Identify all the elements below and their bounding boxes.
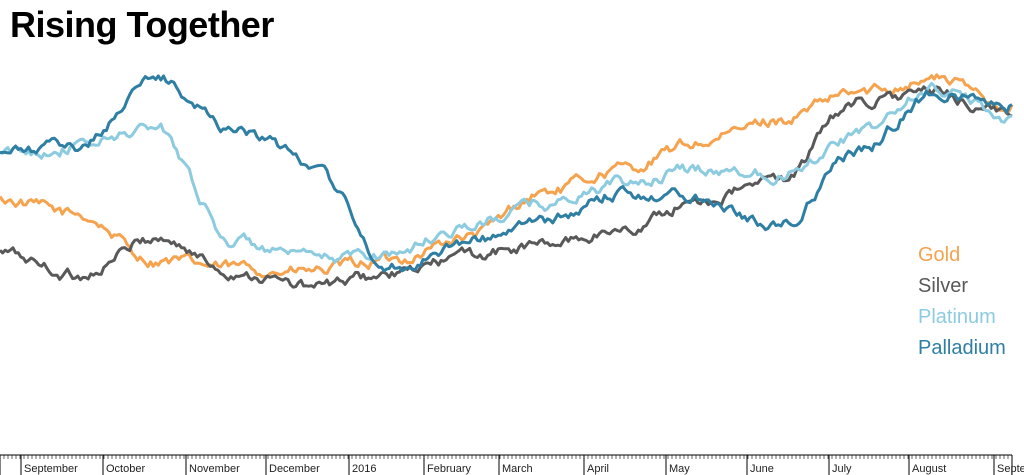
series-line-silver <box>0 85 1013 289</box>
x-tick-label: November <box>189 463 240 475</box>
x-tick-label: 2016 <box>352 463 376 475</box>
chart-title: Rising Together <box>10 4 274 45</box>
legend-item-platinum: Platinum <box>918 306 996 328</box>
series-line-gold <box>0 73 1014 279</box>
x-tick-label: Septe <box>997 463 1024 475</box>
x-tick-label: June <box>750 463 774 475</box>
x-tick-label: February <box>427 463 472 475</box>
legend-item-gold: Gold <box>918 244 960 266</box>
legend-item-palladium: Palladium <box>918 337 1006 359</box>
x-tick-label: December <box>269 463 320 475</box>
series-line-platinum <box>0 81 1013 264</box>
legend-item-silver: Silver <box>918 275 968 297</box>
x-tick-label: July <box>832 463 852 475</box>
x-tick-label: April <box>587 463 609 475</box>
series-lines <box>0 73 1014 289</box>
x-tick-label: August <box>912 463 946 475</box>
x-tick-label: March <box>502 463 533 475</box>
legend: Gold Silver Platinum Palladium <box>918 244 1006 359</box>
x-axis: September October November December 2016 Febr… <box>0 454 1024 475</box>
series-line-palladium <box>0 74 1013 273</box>
x-tick-label: October <box>106 463 145 475</box>
x-tick-label: May <box>669 463 690 475</box>
x-tick-label: September <box>24 463 78 475</box>
